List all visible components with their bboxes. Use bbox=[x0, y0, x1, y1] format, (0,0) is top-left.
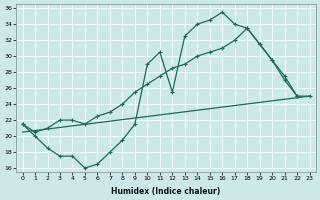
X-axis label: Humidex (Indice chaleur): Humidex (Indice chaleur) bbox=[111, 187, 221, 196]
